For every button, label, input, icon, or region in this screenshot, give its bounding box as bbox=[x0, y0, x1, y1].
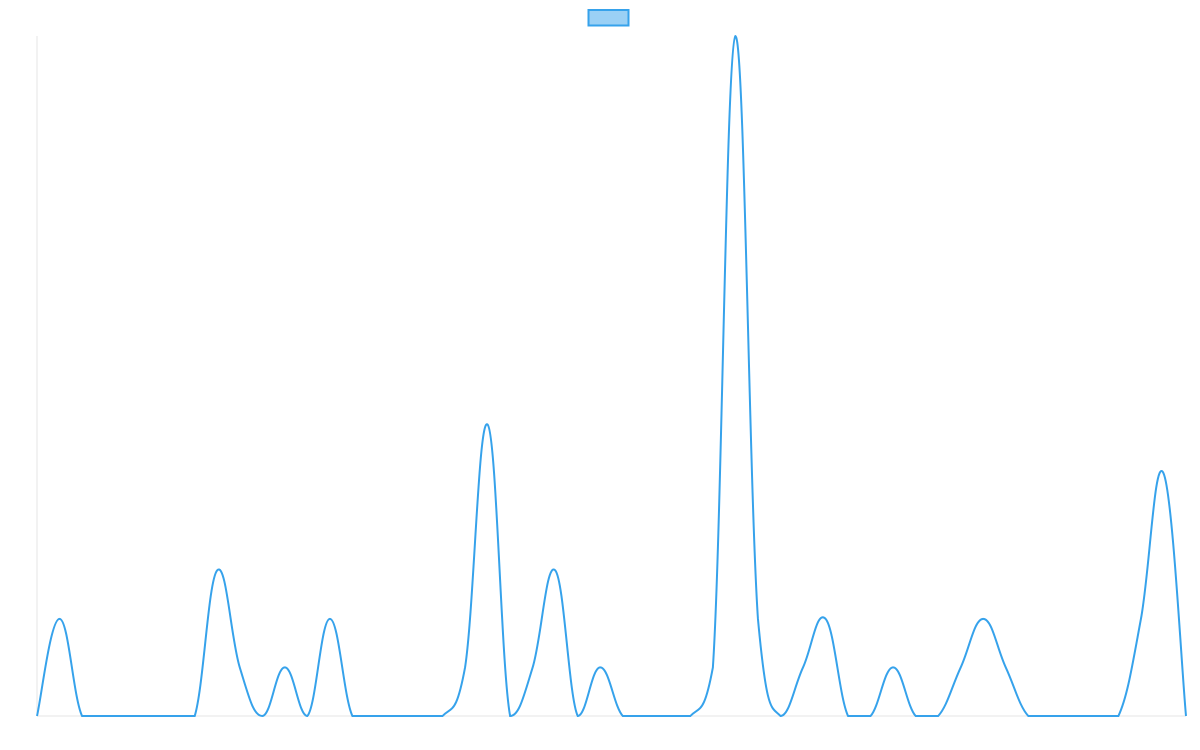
line-series bbox=[36, 34, 1187, 718]
legend-swatch[interactable] bbox=[587, 9, 630, 27]
